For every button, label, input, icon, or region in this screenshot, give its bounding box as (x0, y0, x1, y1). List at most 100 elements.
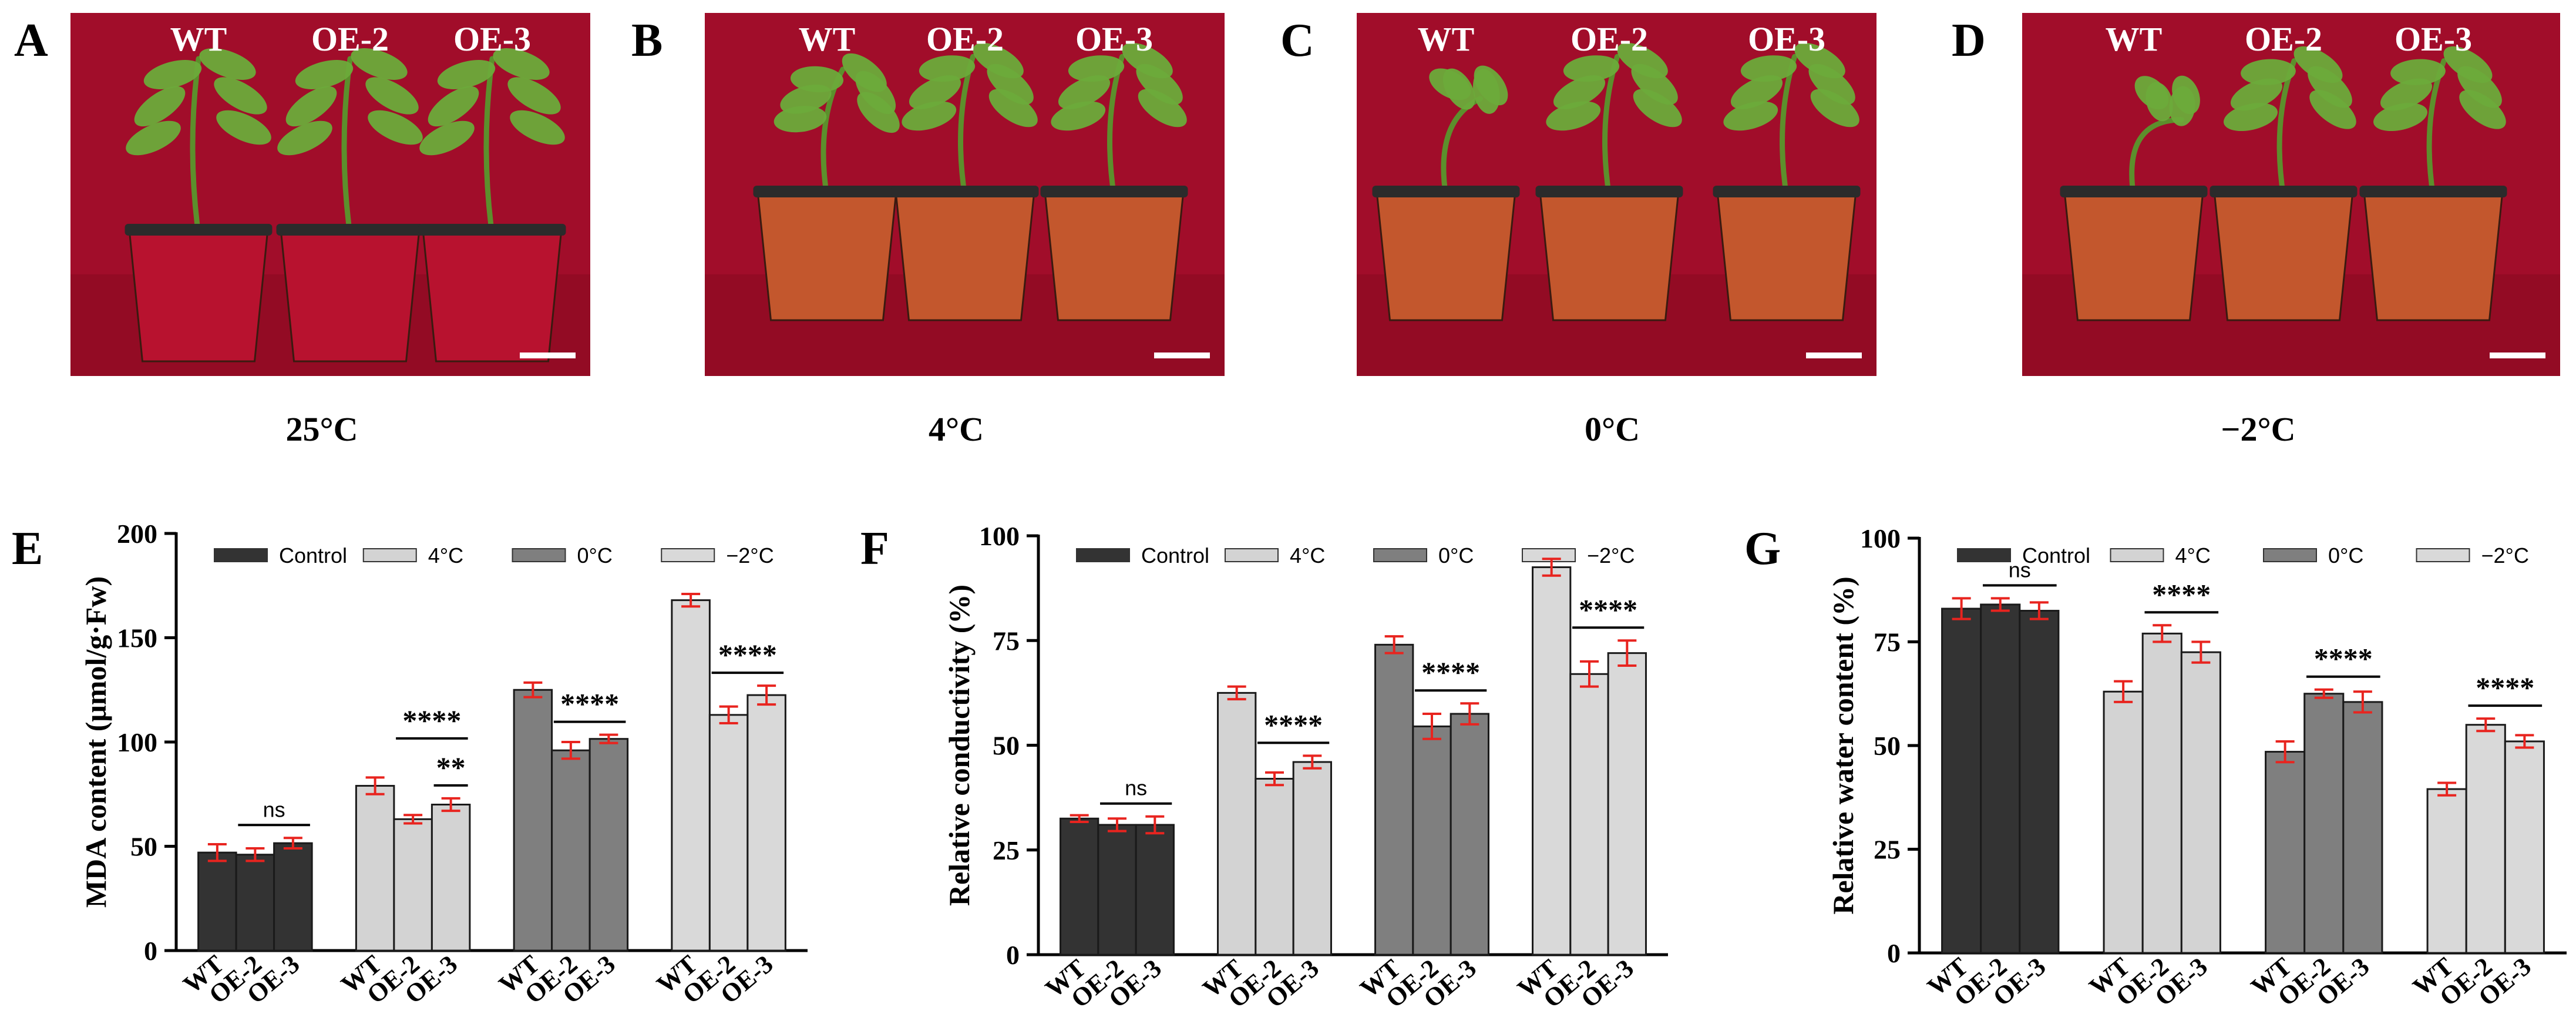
y-axis-label: Relative water content (%) (1827, 576, 1859, 914)
plant-leaf (2145, 82, 2173, 122)
plant-label: WT (170, 20, 227, 58)
legend-swatch (1522, 548, 1576, 562)
plant-leaf (2241, 59, 2296, 85)
bar (671, 599, 711, 952)
legend-swatch (661, 548, 715, 562)
legend-label: −2°C (726, 543, 774, 568)
plant-label: OE-3 (1075, 20, 1153, 58)
legend-swatch (2263, 548, 2317, 562)
bar (1292, 761, 1332, 956)
y-axis-label: MDA content (μmol/g·Fw) (79, 576, 112, 908)
bar (393, 818, 433, 952)
bar (2342, 701, 2383, 954)
pot-rim (276, 224, 424, 236)
bar (588, 738, 629, 952)
plant-leaf (437, 60, 496, 89)
plant-leaf (199, 48, 256, 80)
legend-label: −2°C (1587, 543, 1635, 568)
plant-leaf (2224, 103, 2278, 132)
pot (1044, 193, 1185, 321)
bar (197, 851, 237, 952)
bar (2180, 651, 2221, 954)
plant-leaf (214, 77, 267, 115)
plant-leaf (216, 110, 271, 145)
significance-label: **** (1421, 656, 1480, 689)
y-tick-label: 0 (144, 936, 157, 966)
plant-label: OE-3 (1748, 20, 1825, 58)
plant-leaf (126, 120, 181, 156)
bar (2103, 690, 2144, 954)
bar (273, 842, 313, 952)
plant-label: OE-2 (1571, 20, 1648, 58)
photo-panel-a: A WT OE-2 OE-3 25°C (14, 13, 590, 448)
significance-label: **** (1264, 708, 1323, 741)
bar (431, 804, 471, 952)
pot (280, 231, 421, 362)
scale-bar (1154, 352, 1210, 358)
plant-leaf (2169, 86, 2195, 126)
plant-3 (1723, 43, 1859, 200)
plant-leaf (1472, 69, 1500, 114)
pot (756, 193, 897, 321)
bar (513, 689, 553, 952)
plant-leaf (1617, 43, 1668, 79)
plant-leaf (902, 101, 957, 131)
plant-leaf (1810, 89, 1859, 127)
pot (422, 231, 563, 362)
legend-swatch (214, 548, 268, 562)
legend-label: 4°C (2175, 543, 2211, 568)
legend-swatch (1225, 548, 1279, 562)
pot-rim (2359, 186, 2507, 197)
pot (1539, 193, 1680, 321)
plant-leaf (507, 77, 561, 115)
bar (1980, 603, 2021, 954)
plant-leaf (1794, 43, 1845, 79)
significance-label: **** (718, 638, 777, 671)
plant-leaf (1138, 89, 1187, 127)
pot-rim (418, 224, 566, 236)
photo-panel-d: D WT OE-2 OE-3 −2°C (1952, 13, 2560, 448)
panel-letter: E (12, 523, 43, 575)
plant-leaf (510, 110, 565, 145)
significance-label: **** (402, 704, 461, 737)
photo-panel-c: C WT OE-2 OE-3 0°C (1280, 13, 1876, 448)
panel-letter: G (1744, 523, 1781, 575)
panel-letter: A (14, 15, 48, 66)
legend-label: 4°C (428, 543, 463, 568)
y-tick-label: 0 (1887, 938, 1901, 968)
bar (2303, 693, 2345, 954)
photo-panels: A WT OE-2 OE-3 25°C B WT OE-2 OE-3 4°C C WT OE-2 OE-3… (14, 13, 2560, 448)
plant-leaf (285, 86, 337, 127)
plant-label: WT (2106, 20, 2163, 58)
significance-label: **** (2152, 578, 2211, 610)
plant-leaf (1058, 75, 1111, 109)
plant-stem (2129, 117, 2184, 200)
plant-leaf (988, 89, 1038, 127)
pot-rim (1535, 186, 1683, 197)
pot (2213, 193, 2354, 321)
plant-1 (774, 53, 900, 200)
y-tick-label: 50 (993, 731, 1020, 761)
legend-label: 0°C (2328, 543, 2363, 568)
panel-letter: B (631, 15, 663, 66)
plant-leaf (134, 86, 186, 127)
legend-label: Control (2022, 543, 2090, 568)
plant-leaf (365, 77, 419, 115)
plant-label: OE-3 (453, 20, 531, 58)
y-tick-label: 75 (993, 626, 1020, 656)
significance-label: **** (2314, 642, 2373, 675)
significance-label: **** (560, 687, 619, 720)
legend-swatch (2416, 548, 2470, 562)
plant-leaf (1633, 89, 1682, 127)
legend-label: Control (279, 543, 347, 568)
bar (1255, 778, 1294, 956)
plant-1 (1429, 65, 1508, 200)
plant-2 (1546, 43, 1682, 200)
bar (1217, 691, 1257, 956)
bar (1450, 713, 1489, 956)
y-tick-label: 0 (1006, 940, 1020, 970)
plant-2 (902, 43, 1038, 200)
bar-chart-f: F Relative conductivity (%) 0 25 50 75 100 Cont… (860, 521, 1668, 1013)
plant-leaf (1122, 43, 1173, 79)
